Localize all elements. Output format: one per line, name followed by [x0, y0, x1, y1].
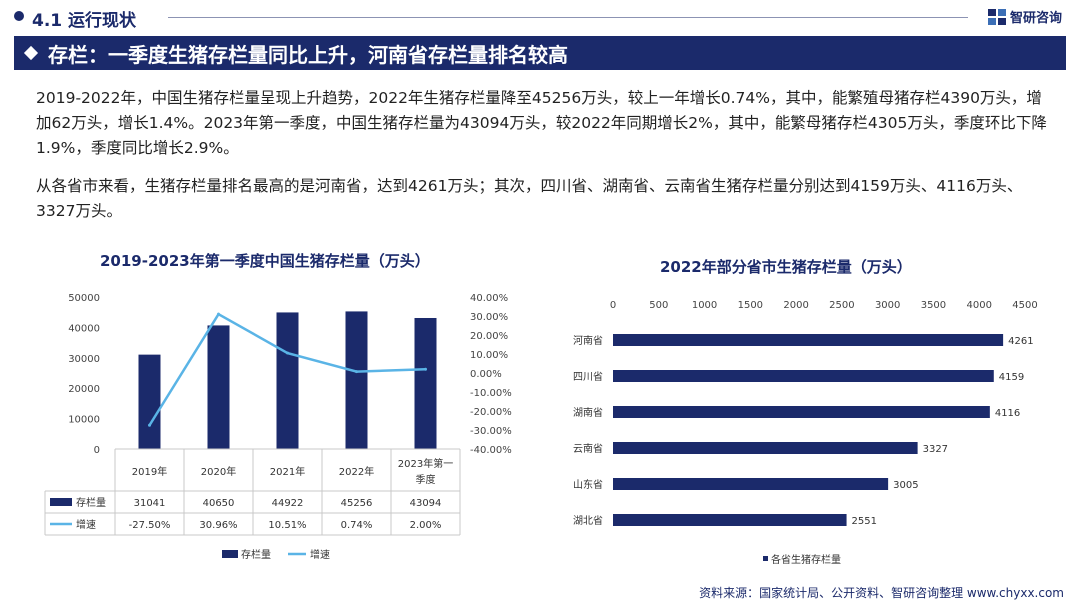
x-tick-label: 2500	[829, 300, 854, 311]
table-cell-stock: 45256	[341, 498, 373, 509]
legend-swatch-bar	[50, 498, 72, 506]
bar-2023年第一季度	[414, 317, 437, 449]
y-tick-label: 40000	[68, 323, 100, 334]
x-tick-label: 0	[610, 300, 616, 311]
top-bar: 4.1 运行现状 智研咨询	[0, 0, 1080, 34]
bullet-dot-icon	[14, 11, 24, 21]
bar-湖北省	[613, 514, 847, 526]
left-chart-title: 2019-2023年第一季度中国生猪存栏量（万头）	[100, 252, 430, 270]
x-tick-label: 1500	[738, 300, 763, 311]
growth-point	[424, 367, 427, 371]
table-cell-growth: -27.50%	[129, 520, 171, 531]
table-cell-growth: 10.51%	[268, 520, 306, 531]
header-divider	[168, 17, 968, 18]
table-cell-stock: 43094	[410, 498, 442, 509]
y2-tick-label: -30.00%	[470, 426, 512, 437]
y2-tick-label: 40.00%	[470, 293, 508, 304]
section-title: 4.1 运行现状	[32, 11, 137, 31]
x-tick-label: 1000	[692, 300, 717, 311]
x-tick-label: 500	[649, 300, 668, 311]
row-label-stock: 存栏量	[76, 496, 106, 509]
x-tick-label: 3000	[875, 300, 900, 311]
growth-point	[286, 351, 289, 355]
province-label: 湖北省	[573, 514, 603, 527]
brand-name: 智研咨询	[1009, 11, 1062, 26]
bar-湖南省	[613, 406, 990, 418]
category-label: 季度	[416, 473, 436, 486]
growth-point	[148, 423, 151, 427]
bar-2021年	[276, 312, 299, 449]
x-tick-label: 4000	[966, 300, 991, 311]
bar-云南省	[613, 442, 918, 454]
table-cell-growth: 2.00%	[410, 520, 442, 531]
table-cell-growth: 30.96%	[199, 520, 237, 531]
y-tick-label: 30000	[68, 354, 100, 365]
category-label: 2019年	[132, 465, 167, 478]
paragraph-national: 2019-2022年，中国生猪存栏量呈现上升趋势，2022年生猪存栏量降至452…	[36, 89, 1047, 157]
growth-point	[217, 312, 220, 316]
paragraph-provinces: 从各省市来看，生猪存栏量排名最高的是河南省，达到4261万头；其次，四川省、湖南…	[36, 177, 1023, 220]
x-tick-label: 3500	[921, 300, 946, 311]
bar-2019年	[138, 354, 161, 449]
bar-value-label: 2551	[852, 516, 877, 527]
category-label: 2023年第一	[398, 457, 453, 470]
y2-tick-label: 20.00%	[470, 331, 508, 342]
bar-四川省	[613, 370, 994, 382]
province-label: 山东省	[573, 478, 603, 491]
y2-tick-label: -20.00%	[470, 407, 512, 418]
title-banner: 存栏：一季度生猪存栏量同比上升，河南省存栏量排名较高	[14, 36, 1066, 70]
bar-河南省	[613, 334, 1004, 346]
province-label: 湖南省	[573, 406, 603, 419]
bar-value-label: 4261	[1008, 336, 1033, 347]
category-label: 2021年	[270, 465, 305, 478]
table-cell-stock: 44922	[272, 498, 304, 509]
y-tick-label: 0	[94, 445, 100, 456]
legend-swatch-bar	[222, 550, 238, 558]
province-label: 四川省	[573, 370, 603, 383]
legend-label: 各省生猪存栏量	[771, 553, 841, 566]
y2-tick-label: -40.00%	[470, 445, 512, 456]
bar-value-label: 3005	[893, 480, 918, 491]
category-label: 2022年	[339, 465, 374, 478]
y2-tick-label: -10.00%	[470, 388, 512, 399]
y2-tick-label: 10.00%	[470, 350, 508, 361]
right-chart-title: 2022年部分省市生猪存栏量（万头）	[660, 258, 912, 276]
y-tick-label: 20000	[68, 384, 100, 395]
banner-title: 存栏：一季度生猪存栏量同比上升，河南省存栏量排名较高	[48, 42, 568, 67]
y-tick-label: 10000	[68, 415, 100, 426]
brand: 智研咨询	[987, 7, 1062, 26]
province-label: 河南省	[573, 334, 603, 347]
bar-value-label: 4116	[995, 408, 1020, 419]
hbar-chart-provinces: 0 500 1000 1500 2000 2500 3000 3500 4000 4500 河南省 4…	[573, 300, 1038, 566]
y2-tick-label: 0.00%	[470, 369, 502, 380]
legend-label-growth: 增速	[310, 548, 330, 561]
bar-value-label: 4159	[999, 372, 1024, 383]
bar-2020年	[207, 325, 230, 449]
x-tick-label: 4500	[1012, 300, 1037, 311]
combo-chart-national: 0 10000 20000 30000 40000 50000 -40.00% -30.00%…	[44, 293, 512, 561]
category-label: 2020年	[201, 465, 236, 478]
x-tick-label: 2000	[783, 300, 808, 311]
bar-山东省	[613, 478, 889, 490]
table-cell-stock: 31041	[134, 498, 166, 509]
table-cell-stock: 40650	[203, 498, 235, 509]
y2-tick-label: 30.00%	[470, 312, 508, 323]
y-tick-label: 50000	[68, 293, 100, 304]
legend-label-stock: 存栏量	[241, 548, 271, 561]
row-label-growth: 增速	[76, 518, 96, 531]
legend-swatch-bar	[763, 556, 768, 561]
bar-value-label: 3327	[923, 444, 948, 455]
diamond-icon	[23, 45, 39, 61]
brand-logo-icon	[987, 8, 1006, 25]
province-label: 云南省	[573, 442, 603, 455]
bar-2022年	[345, 311, 368, 449]
table-cell-growth: 0.74%	[341, 520, 373, 531]
source-footer: 资料来源：国家统计局、公开资料、智研咨询整理 www.chyxx.com	[699, 586, 1064, 600]
growth-point	[355, 370, 358, 374]
